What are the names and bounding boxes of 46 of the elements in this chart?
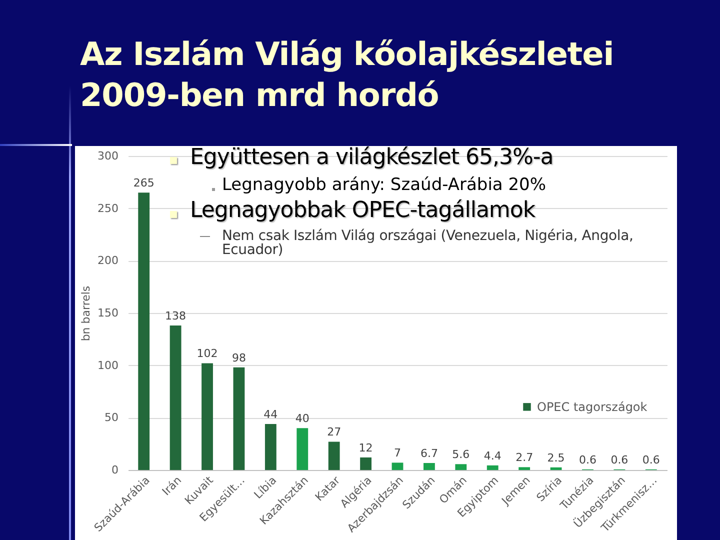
data-label: 40 <box>295 412 310 426</box>
data-label: 0.6 <box>610 453 628 466</box>
bar <box>328 442 340 470</box>
bar <box>392 462 404 470</box>
x-tick-label: Irán <box>160 474 184 498</box>
data-label: 4.4 <box>484 449 502 462</box>
bar <box>233 367 245 470</box>
bar <box>264 424 276 470</box>
data-label: 138 <box>165 310 186 323</box>
bar <box>550 467 562 470</box>
bar <box>296 428 308 470</box>
annotation: Legnagyobb arány: Szaúd-Arábia 20% <box>222 175 546 195</box>
bar <box>138 192 150 470</box>
data-label: 5.6 <box>452 448 470 462</box>
data-label: 98 <box>232 351 246 364</box>
y-tick-label: 200 <box>98 254 118 268</box>
annotation: Nem csak Iszlám Világ országai (Venezuela, Nigéria, Angola, Ecuador) <box>222 228 634 258</box>
bar <box>360 457 372 470</box>
bar <box>455 464 467 470</box>
bar <box>486 465 498 470</box>
data-label: 2.7 <box>516 451 534 464</box>
y-tick-label: 100 <box>98 358 118 372</box>
data-label: 27 <box>327 426 342 439</box>
bar <box>424 462 435 470</box>
chart-title: Az Iszlám Világ kőolajkészletei 2009-ben mrd hordó <box>80 34 615 116</box>
annotation: Legnagyobbak OPEC-tagállamok <box>190 198 536 223</box>
data-label: 2.5 <box>547 451 565 464</box>
legend-label: OPEC tagországok <box>537 400 648 414</box>
data-label: 0.6 <box>578 453 596 466</box>
y-tick-label: 250 <box>98 202 118 215</box>
y-axis-title: bn barrels <box>80 286 93 342</box>
y-tick-label: 150 <box>98 306 118 320</box>
annotation: Együttesen a világkészlet 65,3%-a <box>190 145 554 170</box>
y-tick-label: 300 <box>98 150 118 162</box>
bar <box>518 467 530 470</box>
data-label: 7 <box>394 446 401 460</box>
bar <box>202 363 213 470</box>
bar <box>170 326 182 470</box>
y-tick-label: 50 <box>104 411 118 424</box>
data-label: 6.7 <box>420 446 438 460</box>
data-label: 265 <box>133 176 154 190</box>
data-label: 44 <box>264 408 278 421</box>
data-label: 102 <box>196 347 218 360</box>
data-label: 0.6 <box>642 453 660 466</box>
y-tick-label: 0 <box>112 464 118 476</box>
data-label: 12 <box>358 441 373 454</box>
